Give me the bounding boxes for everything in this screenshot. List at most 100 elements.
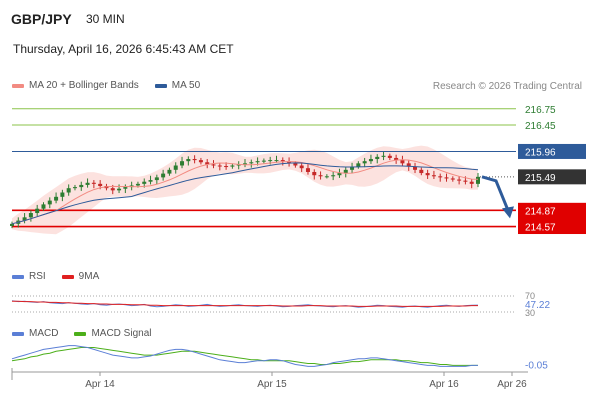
candle-body (72, 187, 77, 189)
candle-body (444, 177, 449, 179)
candle-body (161, 173, 166, 178)
level-tag-215.96 (518, 143, 586, 159)
candle-body (154, 177, 159, 181)
candle-body (438, 176, 443, 178)
candle-body (85, 182, 90, 185)
candle-body (362, 161, 367, 164)
candle-body (268, 160, 273, 162)
ma50-line (11, 162, 479, 225)
candle-body (331, 175, 336, 177)
macd-line (11, 345, 478, 367)
candle-body (305, 168, 310, 172)
interval-label[interactable]: 30 MIN (86, 12, 125, 26)
macd-legend: MACD MACD Signal (12, 328, 151, 339)
rsi-tick-30: 30 (525, 308, 535, 318)
candle-body (476, 176, 480, 184)
ma20-line (11, 159, 479, 225)
projection-arrow-head (502, 206, 514, 219)
candle-body (457, 179, 462, 181)
candle-body (79, 184, 84, 188)
candle-body (22, 217, 27, 221)
candle-body (469, 181, 474, 184)
macd-signal-swatch (74, 331, 87, 336)
macd-signal-legend-label: MACD Signal (91, 328, 152, 339)
candle-body (381, 155, 386, 157)
candle-body (368, 159, 373, 162)
candle-body (463, 180, 468, 182)
candle-body (217, 165, 222, 167)
support-zone-tag (518, 217, 586, 220)
candle-body (142, 181, 147, 184)
candle-body (406, 163, 411, 167)
candle-body (205, 162, 210, 165)
ma20-legend-label: MA 20 + Bollinger Bands (29, 80, 139, 91)
symbol-title: GBP/JPY (11, 11, 72, 27)
candle-body (261, 160, 266, 162)
candle-body (123, 187, 128, 189)
level-tag-215.49 (518, 169, 586, 185)
level-tag-214.87 (518, 202, 586, 218)
x-tick-label-3: Apr 26 (497, 379, 527, 390)
candle-body (413, 166, 418, 170)
candle-body (110, 188, 115, 191)
x-tick-label-0: Apr 14 (85, 379, 115, 390)
datetime-label: Thursday, April 16, 2026 6:45:43 AM CET (13, 42, 234, 56)
macd-legend-label: MACD (29, 328, 59, 339)
rsi-ma-line (12, 300, 478, 307)
candle-body (98, 183, 103, 187)
candle-body (173, 165, 178, 170)
candle-body (211, 164, 216, 166)
candle-body (186, 159, 191, 162)
level-label-215.49: 215.49 (525, 173, 556, 184)
candle-body (41, 204, 46, 209)
candle-body (287, 161, 292, 164)
candle-body (387, 155, 392, 158)
candle-body (400, 160, 405, 164)
candle-body (135, 183, 140, 186)
rsi-ma-swatch (61, 274, 74, 279)
candle-body (343, 169, 348, 174)
candle-body (425, 173, 430, 176)
candle-body (167, 169, 172, 174)
candle-body (54, 196, 59, 201)
candle-body (10, 223, 14, 226)
rsi-tick-70: 70 (525, 291, 535, 301)
level-label-216.45: 216.45 (525, 121, 556, 132)
candle-body (180, 161, 185, 166)
candle-body (419, 169, 424, 174)
candle-body (198, 160, 203, 163)
rsi-ma-legend-label: 9MA (78, 271, 100, 282)
candle-body (375, 156, 380, 160)
bollinger-band (12, 145, 478, 235)
x-tick-label-2: Apr 16 (429, 379, 459, 390)
candle-body (243, 163, 247, 165)
candle-body (274, 160, 279, 162)
candle-body (236, 164, 241, 166)
rsi-value-label: 47.22 (525, 300, 550, 311)
candle-body (312, 171, 317, 176)
candle-body (394, 157, 399, 161)
candle-body (299, 165, 304, 169)
macd-value-label: -0.05 (525, 360, 548, 371)
candle-body (280, 160, 285, 162)
candle-body (318, 175, 323, 177)
level-label-214.87: 214.87 (525, 206, 556, 217)
candle-body (117, 188, 122, 191)
candle-body (192, 159, 197, 161)
rsi-legend-label: RSI (29, 271, 46, 282)
candle-body (255, 161, 260, 163)
candle-body (324, 176, 329, 178)
candle-body (350, 166, 355, 170)
projection-arrow (481, 175, 510, 211)
ma20-swatch (12, 83, 24, 88)
macd-signal-line (11, 347, 478, 366)
candle-body (66, 188, 71, 193)
candle-body (60, 192, 65, 197)
level-label-216.75: 216.75 (525, 105, 556, 116)
ma50-swatch (154, 83, 167, 88)
level-label-214.57: 214.57 (525, 223, 556, 234)
main-legend: MA 20 + Bollinger Bands MA 50 (12, 80, 200, 91)
candle-body (249, 162, 254, 164)
candle-body (35, 208, 40, 214)
